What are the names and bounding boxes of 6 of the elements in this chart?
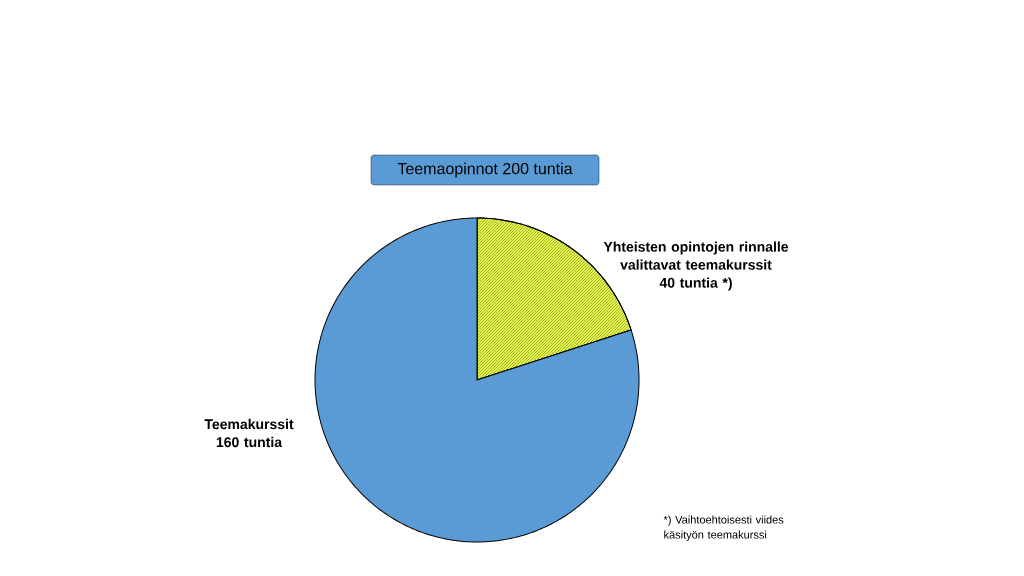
text: *) Vaihtoehtoisesti viides käsityön teemakurssi — [663, 515, 784, 541]
chart-title: Teemaopinnot 200 tuntia — [397, 162, 573, 178]
slice-label: Teemakurssit — [204, 418, 294, 430]
data-label: 160 tuntia — [216, 436, 283, 448]
data-label: 40 tuntia *) — [659, 277, 732, 291]
slice-label: Yhteisten opintojen rinnalle valittavat teemakurssit — [603, 241, 789, 270]
